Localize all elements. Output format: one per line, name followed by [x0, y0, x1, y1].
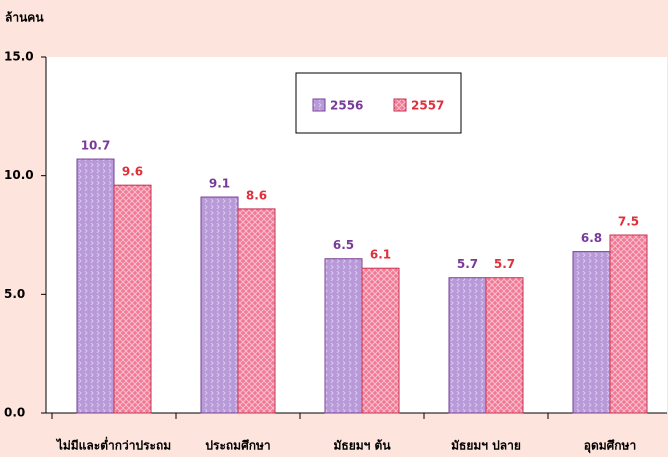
x-tick-label: ไม่มีและต่ำกว่าประถม [55, 437, 171, 453]
bar [237, 208, 276, 414]
value-label: 9.1 [209, 177, 230, 191]
bar [448, 277, 487, 414]
x-tick-label: มัธยมฯ ปลาย [451, 439, 521, 453]
value-label: 6.8 [581, 231, 602, 245]
bar [572, 251, 611, 414]
bar [609, 234, 648, 414]
legend-label: 2556 [330, 99, 363, 113]
bar [485, 277, 524, 414]
x-tick-label: มัธยมฯ ต้น [333, 439, 391, 453]
y-tick-label: 5.0 [4, 287, 25, 301]
value-label: 8.6 [246, 188, 267, 202]
value-label: 6.1 [370, 248, 391, 262]
y-tick-label: 15.0 [4, 50, 34, 64]
value-label: 7.5 [618, 215, 639, 229]
x-tick-label: อุดมศึกษา [584, 439, 636, 454]
value-label: 5.7 [494, 257, 515, 271]
value-label: 10.7 [81, 139, 111, 153]
x-tick-label: ประถมศึกษา [205, 439, 270, 453]
y-tick-label: 10.0 [4, 168, 34, 182]
y-axis-label: ล้านคน [5, 11, 44, 25]
y-tick-label: 0.0 [4, 406, 25, 420]
legend-swatch [393, 98, 407, 112]
legend-label: 2557 [411, 99, 444, 113]
bar [361, 267, 400, 414]
bar [324, 258, 363, 414]
value-label: 5.7 [457, 257, 478, 271]
value-label: 9.6 [122, 165, 143, 179]
bar [76, 158, 115, 414]
bar [200, 196, 239, 414]
value-label: 6.5 [333, 238, 354, 252]
legend-swatch [312, 98, 326, 112]
bar [113, 184, 152, 414]
